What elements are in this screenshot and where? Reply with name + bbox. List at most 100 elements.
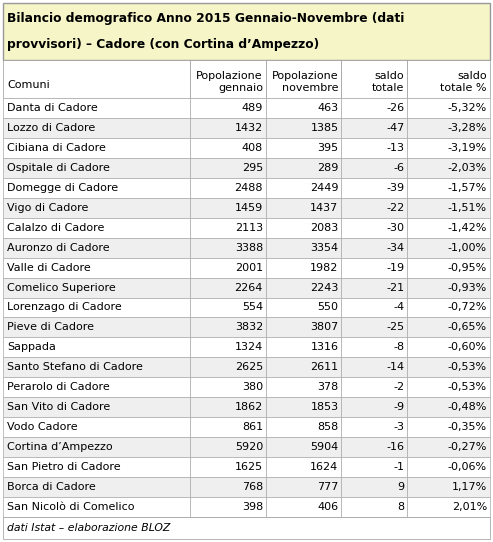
Text: Comuni: Comuni [7, 80, 50, 89]
Bar [407, 318, 490, 338]
Bar [3, 517, 490, 539]
Bar [3, 377, 190, 397]
Text: San Pietro di Cadore: San Pietro di Cadore [7, 462, 121, 472]
Text: Popolazione
novembre: Popolazione novembre [272, 71, 339, 93]
Text: -3,28%: -3,28% [448, 123, 487, 133]
Bar [190, 98, 266, 118]
Bar [3, 318, 190, 338]
Text: Perarolo di Cadore: Perarolo di Cadore [7, 382, 110, 392]
Bar [190, 437, 266, 457]
Text: -2,03%: -2,03% [448, 163, 487, 173]
Bar [342, 318, 407, 338]
Bar [407, 417, 490, 437]
Text: -1: -1 [393, 462, 404, 472]
Bar [3, 357, 190, 377]
Bar [3, 98, 190, 118]
Text: 550: 550 [317, 302, 339, 313]
Bar [266, 457, 342, 477]
Bar [342, 138, 407, 158]
Bar [266, 477, 342, 497]
Text: San Vito di Cadore: San Vito di Cadore [7, 402, 110, 412]
Bar [342, 178, 407, 198]
Text: Vigo di Cadore: Vigo di Cadore [7, 203, 88, 213]
Bar [407, 98, 490, 118]
Text: dati Istat – elaborazione BLOZ: dati Istat – elaborazione BLOZ [7, 523, 171, 533]
Text: 1862: 1862 [235, 402, 263, 412]
Text: 1624: 1624 [310, 462, 339, 472]
Bar [3, 118, 190, 138]
Bar [190, 60, 266, 98]
Bar [342, 198, 407, 218]
Bar [190, 118, 266, 138]
Text: -8: -8 [393, 343, 404, 352]
Bar [342, 497, 407, 517]
Text: San Nicolò di Comelico: San Nicolò di Comelico [7, 502, 135, 512]
Bar [190, 218, 266, 237]
Text: -1,57%: -1,57% [448, 183, 487, 193]
Text: -34: -34 [386, 243, 404, 253]
Text: 3354: 3354 [310, 243, 339, 253]
Bar [266, 118, 342, 138]
Text: 9: 9 [397, 482, 404, 492]
Text: Lozzo di Cadore: Lozzo di Cadore [7, 123, 95, 133]
Text: 2611: 2611 [310, 363, 339, 372]
Bar [266, 377, 342, 397]
Bar [407, 338, 490, 357]
Bar [342, 338, 407, 357]
Bar [342, 377, 407, 397]
Text: Pieve di Cadore: Pieve di Cadore [7, 322, 94, 332]
Bar [190, 417, 266, 437]
Text: 289: 289 [317, 163, 339, 173]
Bar [266, 298, 342, 318]
Bar [342, 118, 407, 138]
Bar [190, 477, 266, 497]
Bar [342, 257, 407, 278]
Bar [190, 338, 266, 357]
Text: 1,17%: 1,17% [452, 482, 487, 492]
Text: -1,42%: -1,42% [448, 223, 487, 233]
Text: -0,06%: -0,06% [448, 462, 487, 472]
Bar [190, 397, 266, 417]
Bar [266, 357, 342, 377]
Text: -1,00%: -1,00% [448, 243, 487, 253]
Bar [3, 198, 190, 218]
Text: Domegge di Cadore: Domegge di Cadore [7, 183, 118, 193]
Text: 858: 858 [317, 422, 339, 432]
Bar [266, 497, 342, 517]
Text: 3388: 3388 [235, 243, 263, 253]
Bar [3, 437, 190, 457]
Text: Auronzo di Cadore: Auronzo di Cadore [7, 243, 109, 253]
Bar [190, 198, 266, 218]
Text: -16: -16 [386, 442, 404, 452]
Bar [342, 218, 407, 237]
Bar [407, 497, 490, 517]
Text: 3807: 3807 [310, 322, 339, 332]
Text: 463: 463 [317, 103, 339, 113]
Bar [266, 178, 342, 198]
Text: Danta di Cadore: Danta di Cadore [7, 103, 98, 113]
Text: 2243: 2243 [310, 282, 339, 293]
Text: Bilancio demografico Anno 2015 Gennaio-Novembre (dati: Bilancio demografico Anno 2015 Gennaio-N… [7, 12, 404, 25]
Text: provvisori) – Cadore (con Cortina d’Ampezzo): provvisori) – Cadore (con Cortina d’Ampe… [7, 37, 319, 50]
Text: 489: 489 [242, 103, 263, 113]
Text: -22: -22 [386, 203, 404, 213]
Text: Calalzo di Cadore: Calalzo di Cadore [7, 223, 105, 233]
Bar [266, 318, 342, 338]
Bar [407, 278, 490, 298]
Bar [3, 298, 190, 318]
Text: Ospitale di Cadore: Ospitale di Cadore [7, 163, 110, 173]
Bar [3, 417, 190, 437]
Bar [266, 397, 342, 417]
Text: Lorenzago di Cadore: Lorenzago di Cadore [7, 302, 122, 313]
Bar [3, 237, 190, 257]
Bar [3, 257, 190, 278]
Text: -4: -4 [393, 302, 404, 313]
Bar [190, 298, 266, 318]
Text: -0,35%: -0,35% [448, 422, 487, 432]
Text: 398: 398 [242, 502, 263, 512]
Bar [407, 437, 490, 457]
Bar [190, 318, 266, 338]
Text: -26: -26 [386, 103, 404, 113]
Text: -0,48%: -0,48% [448, 402, 487, 412]
Bar [266, 257, 342, 278]
